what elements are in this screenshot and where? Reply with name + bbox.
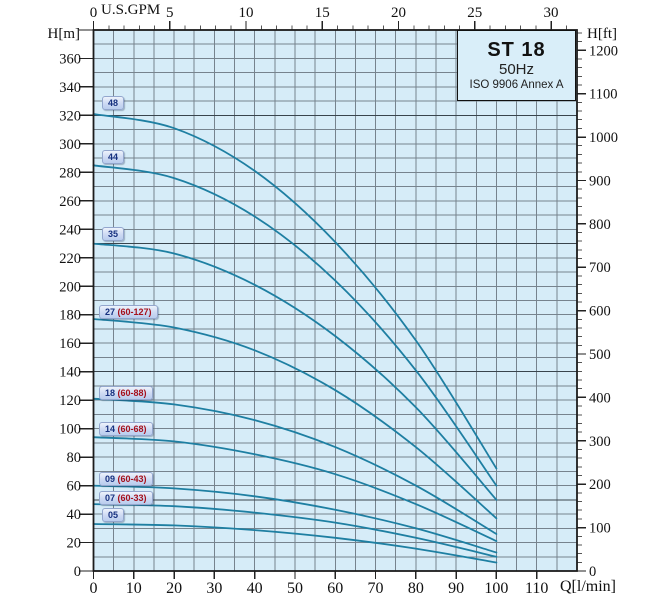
left-tick-label: 300 <box>59 137 81 153</box>
bottom-tick-label: 10 <box>126 580 142 597</box>
pump-model-title: ST 18 <box>487 38 546 61</box>
pump-curves <box>92 113 498 564</box>
bottom-tick-label: 110 <box>525 580 548 597</box>
bottom-tick-label: 50 <box>287 580 303 597</box>
curve-stage-count: 14 <box>105 423 116 434</box>
grid <box>93 30 577 571</box>
left-tick-label: 0 <box>74 564 81 580</box>
curve-stage-count: 05 <box>108 509 119 520</box>
curve-stage-count: 48 <box>108 97 119 108</box>
left-tick-label: 140 <box>59 365 81 381</box>
right-tick-label: 1000 <box>589 130 618 146</box>
curve-stage-count: 07 <box>105 493 116 504</box>
curve-label-48: 48 <box>102 95 125 110</box>
bottom-tick-label: 0 <box>90 580 98 597</box>
right-tick-label: 900 <box>589 173 611 189</box>
curve-flow-range: (60-88) <box>115 388 147 398</box>
plot-border <box>92 29 578 572</box>
left-tick-label: 240 <box>59 222 81 238</box>
top-tick-label: 15 <box>315 5 330 21</box>
bottom-tick-label: 70 <box>368 580 384 597</box>
left-tick-label: 360 <box>59 51 81 67</box>
top-tick-label: 25 <box>467 5 482 21</box>
standard-label: ISO 9906 Annex A <box>469 78 564 91</box>
left-tick-label: 20 <box>67 536 82 552</box>
left-tick-label: 80 <box>67 450 82 466</box>
pump-curve-44 <box>92 164 498 487</box>
right-tick-label: 800 <box>589 217 611 233</box>
left-axis-unit: H[m] <box>47 26 81 42</box>
right-tick-label: 0 <box>589 564 596 580</box>
left-tick-label: 340 <box>59 80 81 96</box>
bottom-axis-unit: Q[l/min] <box>560 578 616 595</box>
curve-flow-range: (60-33) <box>115 493 147 504</box>
curve-label-35: 35 <box>102 226 125 241</box>
curve-label-05: 05 <box>102 507 125 522</box>
top-axis-unit: U.S.GPM <box>101 2 161 18</box>
right-tick-label: 100 <box>589 521 611 537</box>
left-tick-label: 320 <box>59 108 81 124</box>
top-tick-label: 0 <box>90 5 98 21</box>
bottom-tick-label: 30 <box>206 580 222 597</box>
curve-label-09: 09 (60-43) <box>99 472 153 487</box>
curve-label-44: 44 <box>102 149 125 164</box>
bottom-tick-label: 90 <box>448 580 464 597</box>
right-tick-label: 400 <box>589 390 611 406</box>
curve-flow-range: (60-68) <box>115 423 147 434</box>
bottom-tick-label: 100 <box>484 580 508 597</box>
left-tick-label: 120 <box>59 393 81 409</box>
right-tick-label: 200 <box>589 477 611 493</box>
bottom-tick-label: 40 <box>247 580 263 597</box>
curve-stage-count: 44 <box>108 151 119 162</box>
pump-curve-27 <box>92 318 498 520</box>
curve-stage-count: 09 <box>105 474 116 485</box>
curve-stage-count: 18 <box>105 388 116 398</box>
left-tick-label: 180 <box>59 308 81 324</box>
pump-curve-09 <box>92 484 498 554</box>
curve-flow-range: (60-127) <box>115 306 152 317</box>
top-tick-label: 5 <box>166 5 174 21</box>
left-tick-label: 100 <box>59 422 81 438</box>
left-tick-label: 160 <box>59 336 81 352</box>
axis-tick-labels: 0 5 10 15 20 25 300 10 20 30 40 50 60 70 80 90 100 110020… <box>59 5 618 597</box>
curve-label-18: 18 (60-88) <box>99 386 153 400</box>
curve-flow-range: (60-43) <box>115 474 147 485</box>
curve-stage-count: 35 <box>108 228 119 239</box>
curve-label-14: 14 (60-68) <box>99 421 153 436</box>
left-tick-label: 60 <box>67 479 82 495</box>
left-tick-label: 260 <box>59 194 81 210</box>
left-tick-label: 40 <box>67 507 82 523</box>
pump-curve-48 <box>92 113 498 470</box>
right-axis-unit: H[ft] <box>587 26 617 42</box>
right-tick-label: 1200 <box>589 43 618 59</box>
curve-label-07: 07 (60-33) <box>99 491 153 506</box>
curve-label-27: 27 (60-127) <box>99 304 158 319</box>
axis-ticks <box>79 21 586 579</box>
pump-curve-35 <box>92 242 498 501</box>
left-tick-label: 280 <box>59 165 81 181</box>
pump-curve-05 <box>92 523 498 564</box>
top-tick-label: 10 <box>239 5 254 21</box>
bottom-tick-label: 80 <box>408 580 424 597</box>
bottom-tick-label: 20 <box>166 580 182 597</box>
right-tick-label: 300 <box>589 434 611 450</box>
curve-stage-count: 27 <box>105 306 116 317</box>
pump-curve-18 <box>92 397 498 535</box>
top-tick-label: 30 <box>544 5 559 21</box>
top-tick-label: 20 <box>391 5 406 21</box>
pump-curve-07 <box>92 503 498 558</box>
right-tick-label: 600 <box>589 304 611 320</box>
title-box: ST 18 50Hz ISO 9906 Annex A <box>457 30 576 101</box>
left-tick-label: 220 <box>59 251 81 267</box>
frequency-label: 50Hz <box>498 60 535 78</box>
right-tick-label: 500 <box>589 347 611 363</box>
pump-curve-14 <box>92 436 498 542</box>
bottom-tick-label: 60 <box>327 580 343 597</box>
left-tick-label: 200 <box>59 279 81 295</box>
right-tick-label: 700 <box>589 260 611 276</box>
right-tick-label: 1100 <box>589 87 617 103</box>
